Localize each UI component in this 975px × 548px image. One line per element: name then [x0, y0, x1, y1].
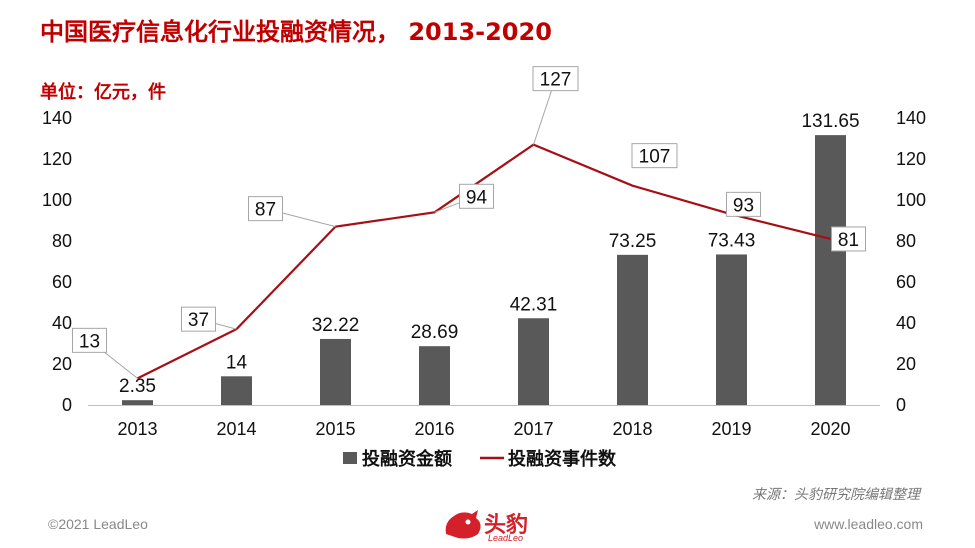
y-tick-label: 100 — [42, 190, 72, 210]
line-label-box — [631, 143, 678, 169]
bar-data-label: 42.31 — [510, 294, 558, 315]
line-label-box — [181, 306, 216, 332]
bar-data-label: 73.43 — [708, 230, 756, 251]
line-label-box — [459, 183, 494, 209]
leadleo-logo-icon — [445, 510, 481, 539]
legend-bar-label: 投融资金额 — [362, 448, 452, 470]
line-data-label: 13 — [79, 331, 100, 352]
y2-tick-label: 120 — [896, 149, 926, 169]
line-data-label: 81 — [838, 230, 859, 251]
x-tick-label: 2016 — [414, 419, 454, 439]
line-label-box — [532, 66, 579, 92]
legend-bar-swatch — [343, 452, 357, 464]
bar — [617, 254, 648, 405]
y2-tick-label: 80 — [896, 231, 916, 251]
logo-subtext: LeadLeo — [488, 533, 524, 543]
logo-text: 头豹 — [484, 513, 529, 538]
x-tick-label: 2018 — [612, 419, 652, 439]
bar — [716, 254, 747, 405]
line-data-label: 107 — [639, 147, 671, 168]
line-label-box — [248, 196, 283, 222]
bar — [320, 338, 351, 405]
y-tick-label: 140 — [42, 108, 72, 128]
x-tick-label: 2015 — [315, 419, 355, 439]
y2-tick-label: 40 — [896, 313, 916, 333]
source-note: 来源：头豹研究院编辑整理 — [752, 487, 920, 503]
x-tick-label: 2020 — [810, 419, 850, 439]
y2-tick-label: 20 — [896, 354, 916, 374]
chart-title: 中国医疗信息化行业投融资情况， 2013-2020 — [40, 18, 552, 46]
x-tick-label: 2017 — [513, 419, 553, 439]
line-label-box — [726, 191, 761, 217]
bar — [815, 135, 846, 405]
bar — [419, 346, 450, 405]
bar-data-label: 131.65 — [801, 111, 859, 132]
unit-label: 单位：亿元，件 — [40, 82, 166, 103]
bar-data-label: 14 — [226, 352, 248, 373]
x-tick-label: 2019 — [711, 419, 751, 439]
line-label-box — [72, 327, 107, 353]
website-link[interactable]: www.leadleo.com — [814, 516, 923, 532]
copyright-text: ©2021 LeadLeo — [48, 516, 148, 532]
bar-data-label: 32.22 — [312, 315, 360, 336]
y2-tick-label: 100 — [896, 190, 926, 210]
bar — [221, 376, 252, 405]
y-tick-label: 20 — [52, 354, 72, 374]
bar-data-label: 2.35 — [119, 376, 156, 397]
x-tick-label: 2013 — [117, 419, 157, 439]
y2-tick-label: 140 — [896, 108, 926, 128]
line-series — [137, 143, 831, 380]
line-data-label: 93 — [733, 195, 754, 216]
bar-data-label: 73.25 — [609, 231, 657, 252]
line-data-label: 87 — [255, 200, 276, 221]
y-tick-label: 0 — [62, 395, 72, 415]
line-data-label: 94 — [466, 187, 488, 208]
y-tick-label: 80 — [52, 231, 72, 251]
y-tick-label: 60 — [52, 272, 72, 292]
y2-tick-label: 0 — [896, 395, 906, 415]
x-tick-label: 2014 — [216, 419, 256, 439]
y-tick-label: 40 — [52, 313, 72, 333]
line-label-box — [831, 226, 866, 252]
bar-data-label: 28.69 — [411, 322, 459, 343]
line-data-label: 127 — [540, 70, 572, 91]
legend-line-label: 投融资事件数 — [508, 448, 617, 470]
y-tick-label: 120 — [42, 149, 72, 169]
bar — [122, 400, 153, 405]
line-data-label: 37 — [188, 310, 209, 331]
bar — [518, 318, 549, 405]
y2-tick-label: 60 — [896, 272, 916, 292]
